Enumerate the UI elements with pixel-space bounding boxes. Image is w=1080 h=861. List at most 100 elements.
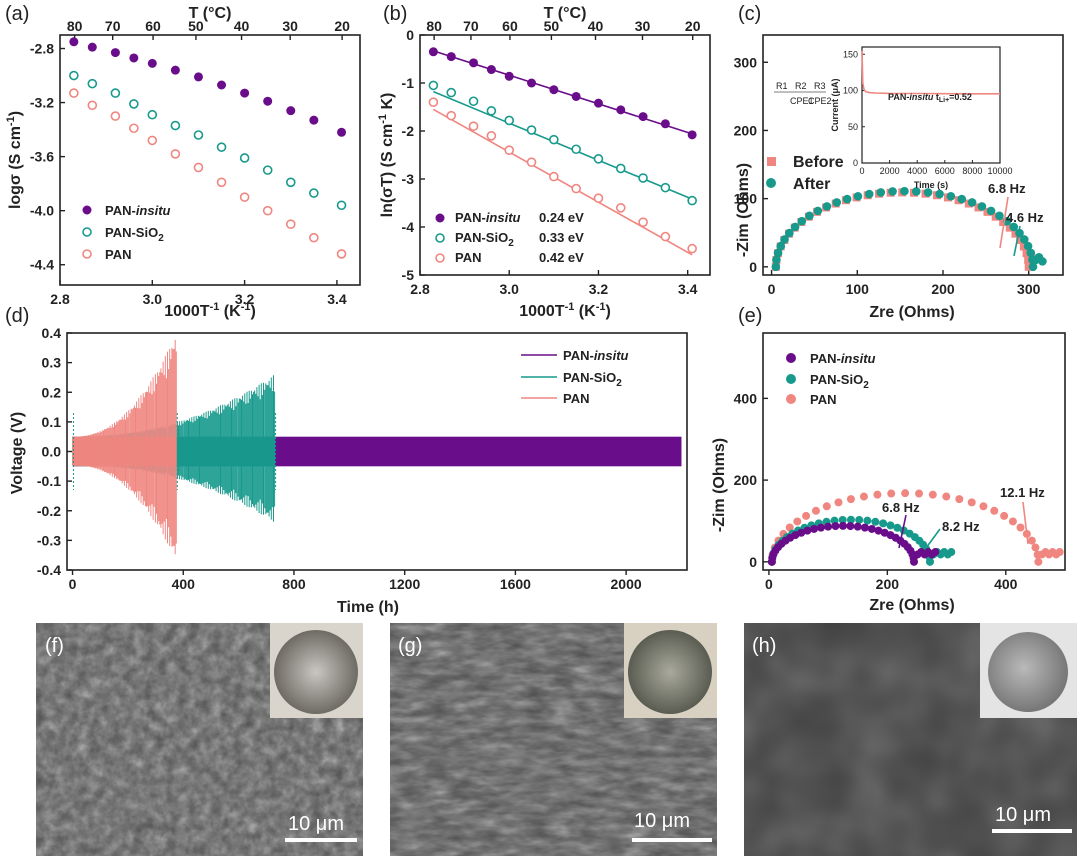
x-tick-label: 3.4: [327, 291, 347, 307]
point: [593, 193, 604, 203]
y-tick-label: 0.2: [42, 384, 62, 400]
point: [785, 228, 794, 238]
point: [110, 111, 121, 121]
panel-a-label: (a): [5, 3, 29, 25]
photo-f: (f) 10 μm: [36, 623, 363, 856]
point: [69, 88, 79, 98]
panel-e-x-ticks: 0 200 400: [765, 570, 1018, 592]
panel-a: (a) 80 70 60 50 40 30 20 T (°C) 2.8 3.0 3.2 3.4 -…: [5, 3, 361, 320]
x-tick-label: 3.0: [499, 281, 519, 297]
annotation-arrow-4-6hz: [1013, 225, 1021, 257]
top-tick-label: 60: [502, 18, 518, 34]
legend-marker-sio2: [82, 227, 92, 237]
point: [805, 211, 814, 221]
point: [864, 189, 874, 199]
inset-label: PAN-insitu tLi+=0.52: [888, 92, 972, 104]
y-tick-label: -4: [402, 219, 415, 235]
legend-marker-sio2: [435, 233, 445, 243]
legend-marker-insitu: [435, 213, 445, 223]
panel-d-y-label: Voltage (V): [9, 412, 26, 494]
inset-x-ticks: 0 2000 4000 6000 8000 10000: [859, 160, 1013, 176]
photo-f-scale-label: 10 μm: [288, 813, 344, 835]
circuit-r1: R1: [776, 81, 788, 91]
tail-point: [947, 548, 956, 557]
point: [863, 516, 872, 525]
point: [638, 217, 648, 227]
point: [110, 48, 120, 58]
point: [1023, 241, 1033, 251]
y-tick-label: -5: [402, 267, 415, 283]
point: [838, 521, 847, 530]
legend-sio2: PAN-SiO2: [810, 372, 869, 391]
y-tick-label: -3: [402, 171, 415, 187]
panel-b-top-axis-label: T (°C): [544, 5, 587, 22]
fit-line: [433, 90, 693, 200]
y-tick-label: -0.3: [37, 532, 61, 548]
point: [69, 37, 79, 47]
point: [1000, 511, 1009, 520]
point: [170, 120, 181, 131]
top-tick-label: 40: [234, 18, 250, 34]
y-tick-label: -0.4: [37, 562, 61, 578]
panel-e-y-label: -Zim (Ohms): [711, 438, 728, 532]
y-tick-label: -3.6: [30, 149, 54, 165]
legend-sio2-ea: 0.33 eV: [539, 230, 584, 245]
point: [1016, 523, 1025, 532]
point: [1026, 248, 1036, 258]
panel-b-legend: PAN-insitu 0.24 eV PAN-SiO2 0.33 eV PAN …: [435, 210, 584, 265]
legend-after: After: [793, 176, 830, 193]
point: [925, 557, 934, 566]
x-tick-label: 300: [1017, 281, 1041, 297]
point: [615, 203, 626, 213]
y-tick-label: -0.2: [37, 503, 61, 519]
photo-f-disc: [274, 630, 358, 714]
photo-h-scale-label: 10 μm: [995, 804, 1051, 826]
panel-a-legend: PAN-insitu PAN-SiO2 PAN: [82, 203, 171, 262]
point: [193, 72, 203, 82]
annotation-6-8hz: 6.8 Hz: [988, 181, 1026, 196]
x-tick-label: 1600: [500, 576, 531, 592]
point: [336, 249, 347, 259]
x-tick-label: 0: [765, 576, 773, 592]
y-tick-label: 300: [734, 54, 758, 70]
legend-marker-pan: [435, 253, 445, 263]
point: [147, 109, 158, 120]
point: [946, 191, 956, 201]
panel-c-inset: 0 2000 4000 6000 8000 10000 0 50 100 150 Time (s…: [774, 46, 1013, 190]
point: [822, 202, 832, 211]
point: [217, 80, 227, 90]
point: [802, 511, 811, 520]
point: [285, 219, 296, 229]
y-tick-label: 100: [734, 191, 758, 207]
point: [886, 521, 895, 530]
inset-frame: [861, 46, 1001, 164]
point: [887, 489, 896, 498]
panel-b-x-ticks: 2.8 3.0 3.2 3.4: [410, 270, 698, 297]
panel-e-x-label: Zre (Ohms): [869, 597, 954, 614]
panel-d-signals: [72, 339, 682, 555]
inset-y-tick-label: 50: [848, 122, 858, 132]
annotation-arrow-6-8hz: [999, 196, 1009, 249]
photo-f-scale-bar: [285, 838, 357, 842]
point: [262, 205, 273, 216]
legend-sio2: PAN-SiO2: [455, 230, 514, 249]
inset-y-label: Current (μA): [830, 78, 840, 131]
circuit-cpe1: CPE1: [790, 96, 814, 106]
point: [549, 134, 559, 145]
point: [69, 70, 79, 81]
point: [846, 495, 855, 504]
annotation-4-6hz: 4.6 Hz: [1006, 210, 1044, 225]
panel-c-annotations: 6.8 Hz 4.6 Hz: [988, 181, 1044, 257]
top-tick-label: 70: [463, 18, 479, 34]
point: [660, 182, 671, 193]
inset-circuit: R1 R2 R3 CPE1 CPE2: [774, 81, 832, 106]
point: [87, 42, 97, 52]
point: [832, 198, 842, 207]
point: [859, 492, 868, 501]
point: [615, 163, 626, 174]
point: [785, 523, 794, 532]
photo-g: (g) 10 μm: [390, 623, 717, 856]
point: [901, 489, 910, 498]
point: [842, 194, 852, 204]
point: [838, 515, 847, 524]
